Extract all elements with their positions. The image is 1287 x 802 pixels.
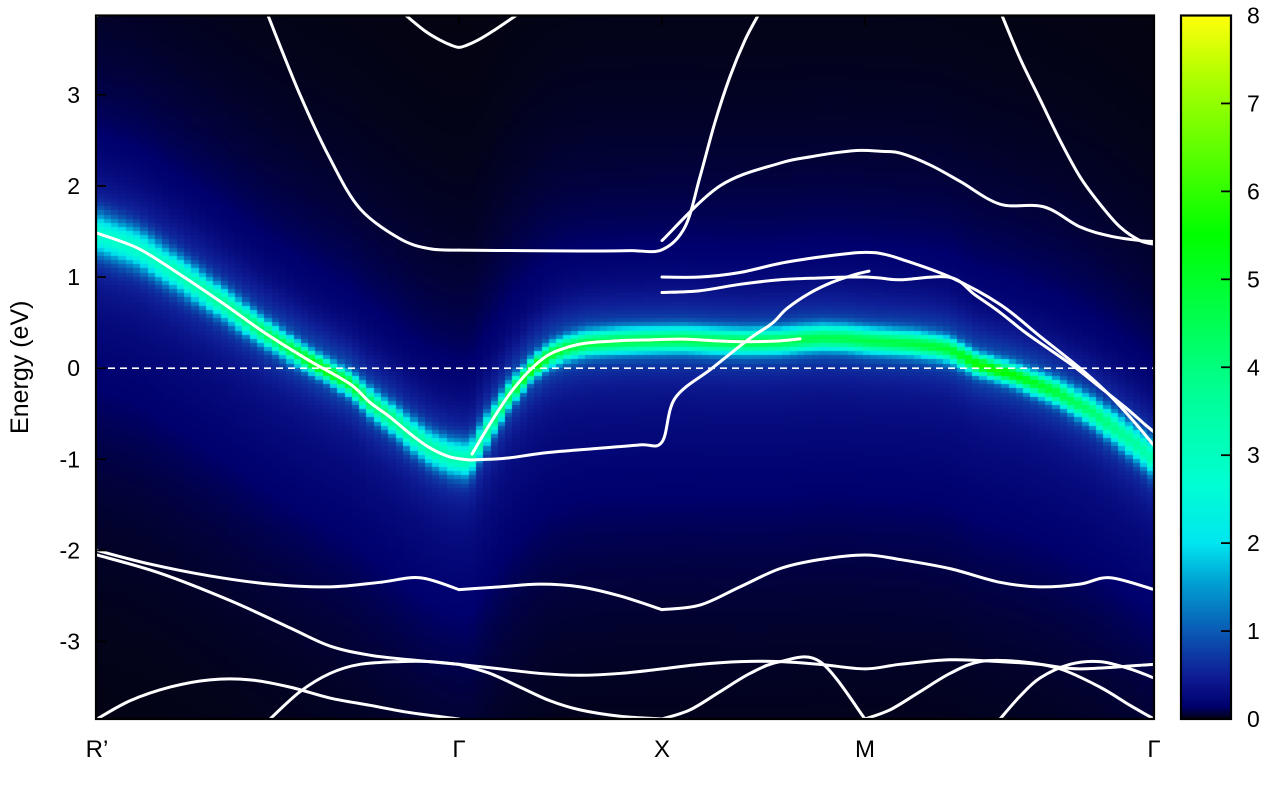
svg-text:Γ: Γ [452,736,465,763]
svg-text:0: 0 [1247,706,1260,732]
svg-text:5: 5 [1247,266,1260,292]
svg-text:2: 2 [1247,530,1260,556]
svg-text:7: 7 [1247,90,1260,116]
svg-text:X: X [654,736,670,763]
svg-text:1: 1 [67,264,80,290]
svg-text:-1: -1 [60,446,80,472]
svg-text:1: 1 [1247,618,1260,644]
svg-text:4: 4 [1247,354,1260,380]
svg-text:-2: -2 [60,537,80,563]
svg-text:3: 3 [67,82,80,108]
svg-text:8: 8 [1247,3,1260,29]
svg-text:Γ: Γ [1147,736,1160,763]
svg-text:6: 6 [1247,178,1260,204]
svg-text:2: 2 [67,173,80,199]
svg-text:Energy (eV): Energy (eV) [6,301,34,434]
svg-text:M: M [855,736,875,763]
svg-text:3: 3 [1247,442,1260,468]
svg-text:0: 0 [67,355,80,381]
svg-text:-3: -3 [60,629,80,655]
svg-text:R’: R’ [86,736,109,763]
